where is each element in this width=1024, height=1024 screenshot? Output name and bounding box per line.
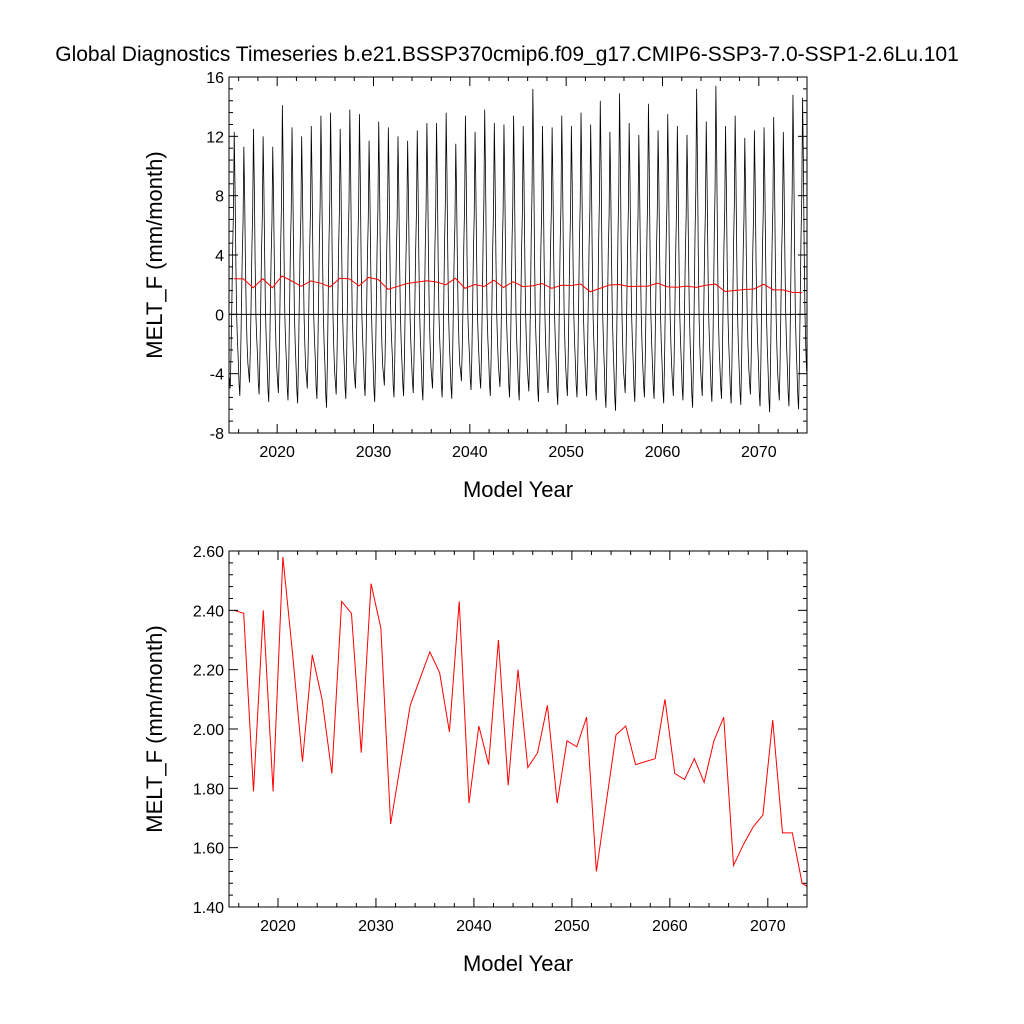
bottom-ytick-label: 1.40 [193,900,224,917]
annual-mean-chart: 2020 2030 2040 2050 2060 2070 1.40 1.60 1.80 2.00… [142,544,808,976]
top-xtick-label: 2050 [548,444,584,461]
top-xtick-label: 2030 [356,444,392,461]
bottom-ytick-label: 2.60 [193,544,224,561]
bottom-xtick-label: 2060 [652,918,688,935]
bottom-x-axis-title: Model Year [463,951,573,976]
bottom-xtick-label: 2070 [750,918,786,935]
top-xtick-label: 2040 [452,444,488,461]
monthly-timeseries-chart: 2020 2030 2040 2050 2060 2070 -8 -4 0 4 8 12 16 Model… [142,70,808,502]
top-xtick-label: 2070 [741,444,777,461]
bottom-xtick-label: 2040 [456,918,492,935]
bottom-ytick-label: 2.00 [193,722,224,739]
bottom-ytick-label: 2.20 [193,663,224,680]
bottom-xtick-label: 2030 [358,918,394,935]
figure-title: Global Diagnostics Timeseries b.e21.BSSP… [55,43,959,66]
top-y-axis-title: MELT_F (mm/month) [142,151,167,358]
bottom-xtick-label: 2050 [554,918,590,935]
top-x-axis-title: Model Year [463,477,573,502]
annual-mean-line [233,556,807,887]
bottom-ytick-label: 2.40 [193,603,224,620]
top-ytick-label: -8 [210,426,224,443]
top-xtick-label: 2020 [259,444,295,461]
top-ytick-label: 0 [215,307,224,324]
top-ytick-label: 12 [206,129,224,146]
annual-mean-series-line [233,275,803,294]
top-xtick-label: 2060 [645,444,681,461]
top-ytick-label: 16 [206,70,224,87]
bottom-xtick-label: 2020 [260,918,296,935]
bottom-y-axis-title: MELT_F (mm/month) [142,625,167,832]
plot-frame [228,550,808,908]
bottom-ytick-label: 1.80 [193,781,224,798]
monthly-series-line [229,85,807,413]
bottom-ytick-label: 1.60 [193,841,224,858]
top-ytick-label: -4 [210,367,224,384]
top-ytick-label: 4 [215,248,224,265]
top-ytick-label: 8 [215,189,224,206]
